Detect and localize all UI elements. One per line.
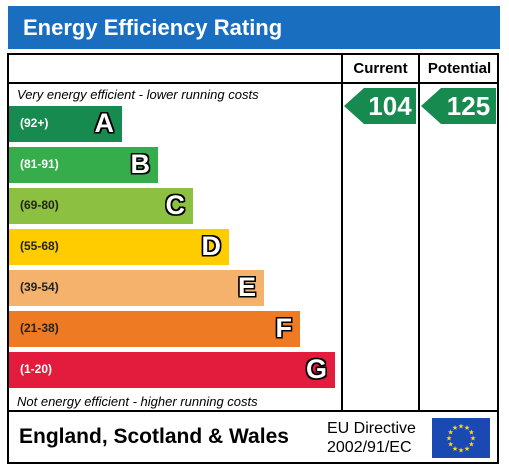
rating-band-d: (55-68) D [9, 229, 229, 265]
header-row-divider [7, 82, 499, 84]
rating-frame [7, 53, 499, 464]
eu-star-icon: ★ [470, 435, 476, 443]
rating-band-g: (1-20) G [9, 352, 335, 388]
band-range-label: (69-80) [20, 198, 59, 212]
eu-directive: EU Directive 2002/91/EC [327, 419, 416, 457]
eu-star-icon: ★ [447, 441, 453, 449]
eu-star-icon: ★ [464, 445, 470, 453]
eu-star-icon: ★ [452, 424, 458, 432]
potential-rating-value: 125 [446, 91, 491, 121]
band-range-label: (21-38) [20, 321, 59, 335]
eu-flag-icon: ★ ★ ★ ★ ★ ★ ★ ★ ★ ★ ★ ★ [432, 418, 490, 458]
eu-star-icon: ★ [452, 445, 458, 453]
band-letter: B [130, 149, 151, 179]
band-letter: F [275, 313, 293, 343]
eu-star-icon: ★ [468, 441, 474, 449]
header-bar: Energy Efficiency Rating [8, 6, 500, 49]
footer-divider [7, 410, 499, 412]
eu-star-icon: ★ [447, 429, 453, 437]
eu-star-icon: ★ [468, 429, 474, 437]
eu-star-icon: ★ [458, 447, 464, 455]
band-range-label: (81-91) [20, 157, 59, 171]
eu-stars-icon: ★ ★★★★★★★★★★★ [446, 423, 476, 455]
rating-band-c: (69-80) C [9, 188, 193, 224]
rating-band-b: (81-91) B [9, 147, 158, 183]
page-title: Energy Efficiency Rating [23, 15, 283, 40]
band-letter: D [201, 231, 222, 261]
eu-star-icon: ★ [446, 435, 452, 443]
potential-column-header: Potential [427, 60, 492, 77]
footer-country: England, Scotland & Wales [19, 425, 289, 448]
band-letter: G [305, 354, 327, 384]
bottom-note: Not energy efficient - higher running co… [17, 394, 258, 409]
top-note: Very energy efficient - lower running co… [17, 87, 259, 102]
band-range-label: (55-68) [20, 239, 59, 253]
column-divider-current [341, 53, 343, 411]
band-range-label: (92+) [20, 116, 49, 130]
current-arrow-shape [344, 88, 416, 124]
potential-arrow-shape [421, 88, 496, 124]
eu-star-icon: ★ [464, 424, 470, 432]
eu-star-icon: ★ [458, 423, 464, 431]
current-rating-value: 104 [368, 91, 412, 121]
rating-band-f: (21-38) F [9, 311, 300, 347]
band-letter: A [94, 108, 115, 138]
current-rating-arrow: 104 [344, 88, 416, 124]
potential-rating-arrow: 125 [421, 88, 496, 124]
current-column-header: Current [353, 60, 408, 77]
eu-directive-line2: 2002/91/EC [327, 439, 412, 456]
rating-band-a: (92+) A [9, 106, 122, 142]
rating-band-e: (39-54) E [9, 270, 264, 306]
band-range-label: (39-54) [20, 280, 59, 294]
band-letter: E [237, 272, 256, 302]
band-range-label: (1-20) [20, 362, 53, 376]
column-divider-potential [418, 53, 420, 411]
band-letter: C [165, 190, 186, 220]
eu-directive-line1: EU Directive [327, 420, 416, 437]
